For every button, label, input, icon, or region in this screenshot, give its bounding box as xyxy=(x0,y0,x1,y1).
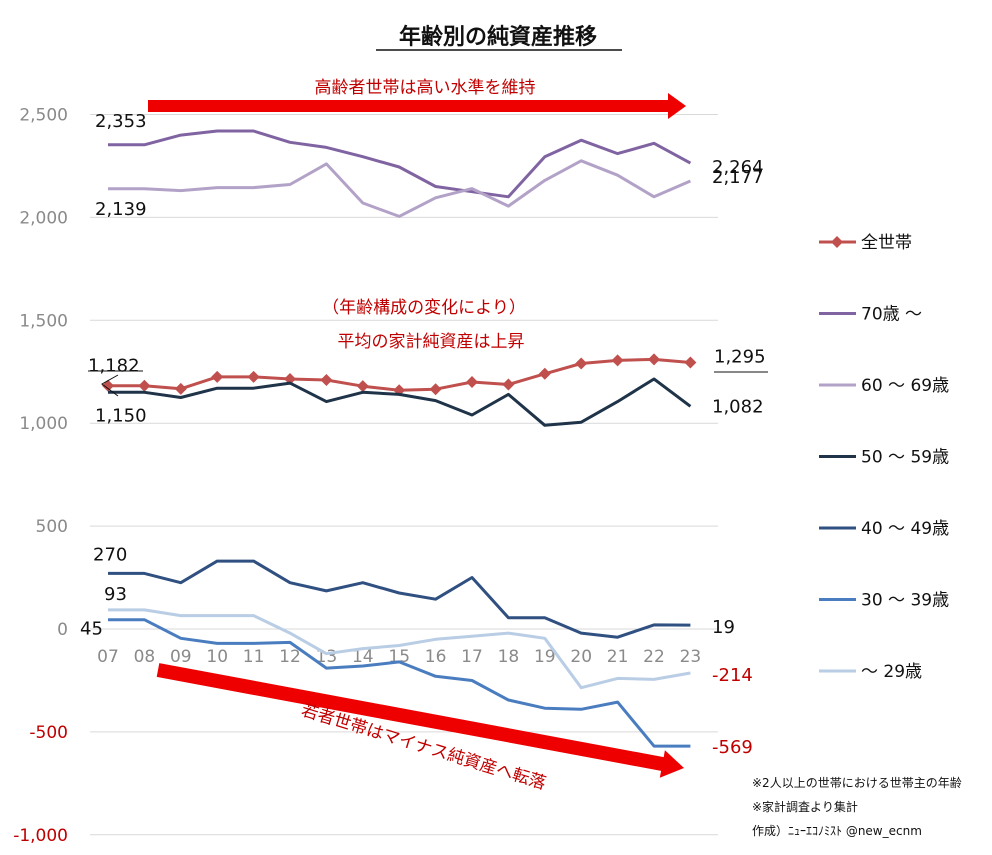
data-point-全世帯 xyxy=(284,372,296,385)
legend-label: 50 ～ 59歳 xyxy=(861,448,949,468)
data-label: 270 xyxy=(93,544,127,565)
x-tick-label: 12 xyxy=(279,647,301,667)
data-point-全世帯 xyxy=(320,373,333,386)
data-point-全世帯 xyxy=(138,379,151,392)
y-tick-label: 1,500 xyxy=(19,311,68,331)
data-point-全世帯 xyxy=(611,354,624,367)
x-tick-label: 20 xyxy=(570,647,592,667)
series-line-70歳～ xyxy=(108,129,692,199)
data-label: 2,177 xyxy=(712,167,764,188)
y-tick-label: -1,000 xyxy=(13,826,68,846)
x-tick-label: 17 xyxy=(461,647,483,667)
x-tick-label: 19 xyxy=(534,647,556,667)
data-point-全世帯 xyxy=(466,376,478,389)
y-tick-label: 0 xyxy=(57,620,68,640)
data-label: 1,150 xyxy=(95,405,147,426)
data-label: 2,353 xyxy=(95,111,147,132)
data-label: 1,082 xyxy=(712,396,764,417)
data-label: 45 xyxy=(80,619,103,640)
data-point-全世帯 xyxy=(356,380,369,393)
middle-note-line2: 平均の家計純資産は上昇 xyxy=(338,332,525,352)
data-point-全世帯 xyxy=(211,370,224,383)
x-tick-label: 23 xyxy=(680,647,702,667)
legend-label: 70歳 ～ xyxy=(861,305,922,325)
y-tick-label: 2,500 xyxy=(19,106,68,126)
data-label: 93 xyxy=(104,584,127,605)
data-label: 1,295 xyxy=(714,347,766,368)
y-tick-label: 1,000 xyxy=(19,414,68,434)
y-tick-label: -500 xyxy=(29,723,68,743)
legend-label: 30 ～ 39歳 xyxy=(861,591,949,611)
legend-marker xyxy=(831,236,843,248)
chart-title: 年齢別の純資産推移 xyxy=(399,24,597,50)
arrow-top-icon xyxy=(148,93,686,119)
legend: 全世帯 70歳 ～ 60 ～ 69歳 50 ～ 59歳 40 ～ 49歳 30 ～ 39歳… xyxy=(819,233,949,682)
legend-label: ～ 29歳 xyxy=(861,662,922,682)
series-line-～29歳 xyxy=(108,608,691,690)
series-line-50～59歳 xyxy=(108,377,692,427)
series-lines xyxy=(102,129,697,748)
x-tick-label: 21 xyxy=(607,647,629,667)
data-point-全世帯 xyxy=(538,367,551,380)
data-point-全世帯 xyxy=(684,356,697,369)
data-label: 2,139 xyxy=(95,199,147,220)
legend-label: 60 ～ 69歳 xyxy=(861,376,949,396)
data-label: 19 xyxy=(712,617,735,638)
data-point-全世帯 xyxy=(247,370,260,383)
footnote-3: 作成）ﾆｭｰｴｺﾉﾐｽﾄ @new_ecnm xyxy=(752,824,922,838)
annotation-arrows xyxy=(148,93,686,778)
footnote-2: ※家計調査より集計 xyxy=(752,799,858,814)
series-line-40～49歳 xyxy=(108,559,691,639)
data-label: -569 xyxy=(712,737,753,758)
x-tick-label: 18 xyxy=(498,647,520,667)
data-point-全世帯 xyxy=(648,353,660,366)
x-tick-label: 11 xyxy=(243,647,265,667)
data-point-全世帯 xyxy=(174,382,187,395)
data-label: 2,264 xyxy=(712,157,764,178)
x-tick-label: 14 xyxy=(352,647,374,667)
data-point-全世帯 xyxy=(502,378,515,391)
arrow-top-label: 高齢者世帯は高い水準を維持 xyxy=(315,78,536,98)
grid-lines xyxy=(90,114,718,836)
x-tick-label: 16 xyxy=(425,647,447,667)
series-line-30～39歳 xyxy=(108,618,691,748)
series-line-60～69歳 xyxy=(108,159,691,218)
legend-label: 40 ～ 49歳 xyxy=(861,519,949,539)
x-tick-label: 09 xyxy=(170,647,192,667)
y-axis-ticks: 2,500 2,000 1,500 1,000 500 0 -500 -1,000 xyxy=(13,106,68,846)
middle-note-line1: （年齢構成の変化により） xyxy=(322,298,526,318)
x-axis-ticks: 07 08 09 10 11 12 13 14 15 16 17 18 19 20 21 22 23 xyxy=(97,647,701,667)
legend-label: 全世帯 xyxy=(861,233,912,253)
data-point-全世帯 xyxy=(429,383,442,396)
x-tick-label: 10 xyxy=(206,647,228,667)
data-label: -214 xyxy=(712,665,753,686)
x-tick-label: 22 xyxy=(643,647,665,667)
label-leader xyxy=(101,374,119,397)
y-tick-label: 2,000 xyxy=(19,208,68,228)
data-point-全世帯 xyxy=(575,357,588,370)
x-tick-label: 07 xyxy=(97,647,119,667)
y-tick-label: 500 xyxy=(36,517,68,537)
data-label: 1,182 xyxy=(88,356,140,377)
footnote-1: ※2人以上の世帯における世帯主の年齢 xyxy=(752,775,962,790)
arrow-bottom-icon xyxy=(156,663,684,778)
x-tick-label: 08 xyxy=(134,647,156,667)
